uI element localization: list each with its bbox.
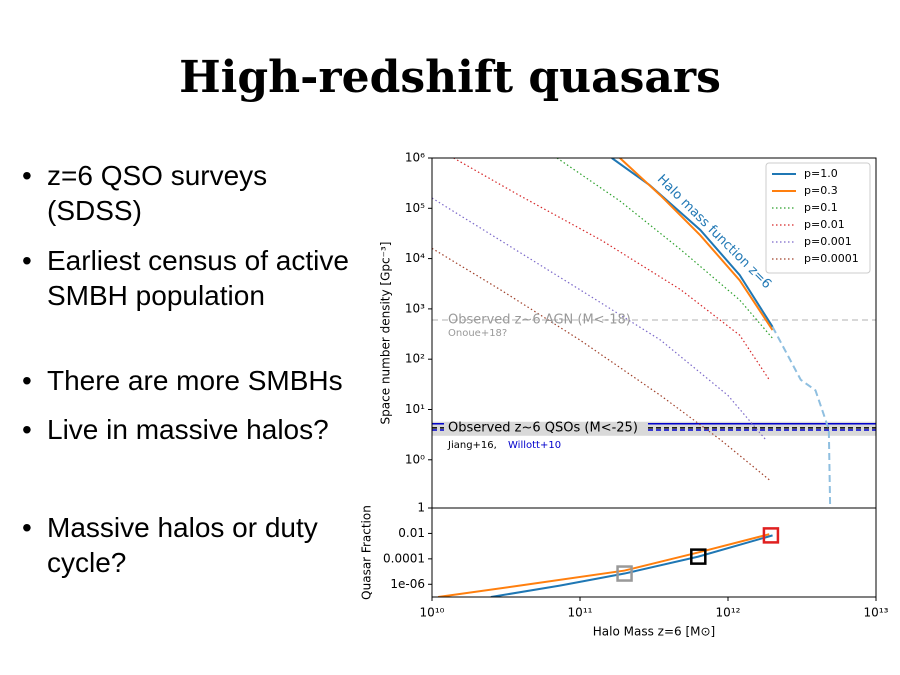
bullet: Massive halos or duty cycle? bbox=[22, 510, 362, 580]
qso-ref: Willott+10 bbox=[508, 440, 561, 451]
marker bbox=[616, 565, 633, 582]
x-tick-label: 10¹¹ bbox=[568, 606, 593, 620]
hmf-extension bbox=[771, 326, 832, 508]
series-line bbox=[611, 158, 774, 328]
y-tick-label: 10⁶ bbox=[405, 151, 425, 165]
legend-label: p=0.01 bbox=[804, 218, 845, 231]
y-tick-label: 10⁵ bbox=[405, 201, 425, 215]
series-line bbox=[556, 158, 774, 339]
y-axis-label: Space number density [Gpc⁻³] bbox=[379, 242, 393, 425]
bullet: There are more SMBHs bbox=[22, 363, 402, 398]
legend-label: p=0.001 bbox=[804, 235, 852, 248]
series-line bbox=[619, 158, 774, 331]
y-tick-label: 10¹ bbox=[405, 402, 425, 416]
series-line bbox=[437, 533, 770, 597]
qso-ref: Jiang+16, bbox=[447, 440, 497, 451]
agn-label: Observed z~6 AGN (M<-18) bbox=[448, 313, 631, 328]
plot-frame bbox=[431, 507, 877, 598]
bullet-text: Earliest census of active SMBH populatio… bbox=[47, 245, 349, 311]
y-tick-label: 10² bbox=[405, 352, 425, 366]
plot-area bbox=[432, 158, 876, 508]
y-tick-label: 0.0001 bbox=[383, 551, 425, 565]
series-line bbox=[490, 534, 773, 597]
y-tick-label: 10³ bbox=[405, 301, 425, 315]
bullet-text: There are more SMBHs bbox=[47, 365, 343, 396]
plot-area bbox=[437, 533, 773, 597]
bullet: Live in massive halos? bbox=[22, 412, 402, 447]
bullet-text: z=6 QSO surveys (SDSS) bbox=[47, 160, 268, 226]
y-tick-label: 10⁴ bbox=[405, 251, 425, 265]
y-tick-label: 1e-06 bbox=[390, 577, 425, 591]
marker bbox=[762, 527, 780, 544]
slide-title: High-redshift quasars bbox=[179, 52, 721, 103]
x-axis-label: Halo Mass z=6 [M⊙] bbox=[593, 625, 715, 639]
marker bbox=[690, 548, 707, 565]
x-tick-label: 10¹³ bbox=[864, 606, 889, 620]
hmf-label: Halo mass function z=6 bbox=[654, 172, 774, 292]
qso-label: Observed z~6 QSOs (M<-25) bbox=[448, 420, 638, 435]
qso-band bbox=[432, 421, 876, 436]
bullet-text: Live in massive halos? bbox=[47, 414, 329, 445]
legend-label: p=0.3 bbox=[804, 184, 838, 197]
agn-ref: Onoue+18? bbox=[448, 328, 507, 339]
x-tick-label: 10¹² bbox=[716, 606, 741, 620]
y-tick-label: 1 bbox=[417, 501, 425, 515]
series-line bbox=[432, 247, 770, 481]
legend-label: p=0.1 bbox=[804, 201, 838, 214]
series-line bbox=[453, 158, 770, 381]
bullet: Earliest census of active SMBH populatio… bbox=[22, 243, 362, 313]
legend-label: p=1.0 bbox=[804, 167, 838, 180]
y-tick-label: 10⁰ bbox=[405, 452, 425, 466]
y-axis-label: Quasar Fraction bbox=[360, 505, 374, 600]
y-tick-label: 0.01 bbox=[398, 526, 425, 540]
legend-label: p=0.0001 bbox=[804, 252, 859, 265]
bullet: z=6 QSO surveys (SDSS) bbox=[22, 158, 362, 228]
x-tick-label: 10¹⁰ bbox=[420, 606, 445, 620]
bullet-text: Massive halos or duty cycle? bbox=[47, 512, 318, 578]
